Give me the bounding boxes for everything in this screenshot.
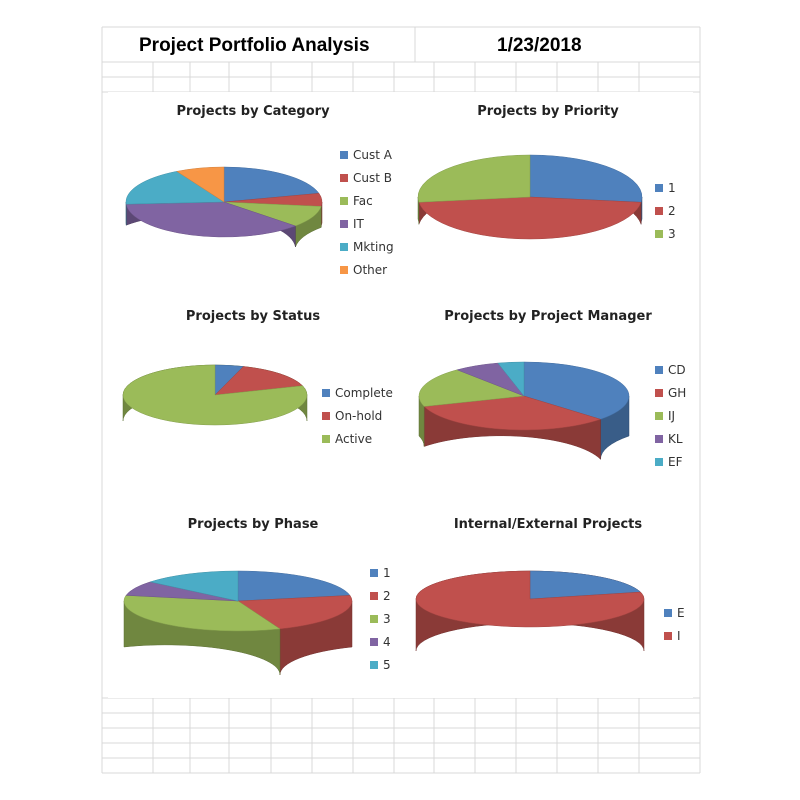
page-title: Project Portfolio Analysis xyxy=(139,35,370,56)
legend-swatch xyxy=(340,243,348,251)
legend-label: 1 xyxy=(383,566,391,580)
legend-label: 5 xyxy=(383,658,391,672)
legend-swatch xyxy=(655,184,663,192)
legend-swatch xyxy=(655,435,663,443)
chart-projects-by-project-manager[interactable]: Projects by Project Manager CD GH IJ KL EF xyxy=(403,297,693,497)
chart-panel: Projects by Category Cust A Cust B Fac IT Mk… xyxy=(108,92,693,698)
legend-label: Active xyxy=(335,432,373,446)
legend-swatch xyxy=(340,197,348,205)
legend-label: I xyxy=(677,629,681,643)
chart-title: Internal/External Projects xyxy=(453,517,643,532)
pie-slice[interactable] xyxy=(149,570,239,602)
chart-projects-by-status[interactable]: Projects by Status Complete On-hold Active xyxy=(108,297,398,497)
legend-swatch xyxy=(655,412,663,420)
pie-slice[interactable] xyxy=(122,364,308,426)
pie-slice[interactable] xyxy=(223,166,320,203)
legend-label: Mkting xyxy=(353,240,394,254)
pie-slice[interactable] xyxy=(237,595,353,630)
legend-label: GH xyxy=(668,386,687,400)
pie-slice[interactable] xyxy=(415,570,645,628)
legend-swatch xyxy=(370,638,378,646)
pie-slice[interactable] xyxy=(125,171,225,205)
chart-title: Projects by Phase xyxy=(187,517,319,532)
chart-title: Projects by Status xyxy=(185,309,321,324)
legend-label: EF xyxy=(668,455,683,469)
legend-swatch xyxy=(664,609,672,617)
legend-label: CD xyxy=(668,363,686,377)
legend-label: Complete xyxy=(335,386,393,400)
pie-slice[interactable] xyxy=(529,570,642,600)
legend-swatch xyxy=(370,569,378,577)
chart-projects-by-phase[interactable]: Projects by Phase 1 2 3 4 5 xyxy=(108,505,398,705)
pie-slice[interactable] xyxy=(417,154,531,203)
pie-slice[interactable] xyxy=(237,570,351,602)
legend-label: 4 xyxy=(383,635,391,649)
report-date: 1/23/2018 xyxy=(497,35,582,56)
pie-slice[interactable] xyxy=(497,361,525,397)
chart-projects-by-priority[interactable]: Projects by Priority 1 2 3 xyxy=(403,92,693,292)
legend-label: IT xyxy=(353,217,364,231)
legend-swatch xyxy=(655,230,663,238)
legend-swatch xyxy=(655,458,663,466)
legend-label: 3 xyxy=(668,227,676,241)
legend-swatch xyxy=(322,412,330,420)
legend-swatch xyxy=(370,615,378,623)
legend-swatch xyxy=(322,435,330,443)
chart-title: Projects by Project Manager xyxy=(444,309,652,324)
legend-label: Cust A xyxy=(353,148,392,162)
pie-slice[interactable] xyxy=(123,595,281,632)
pie-svg xyxy=(417,154,643,240)
pie-svg xyxy=(418,361,630,460)
chart-projects-by-category[interactable]: Projects by Category Cust A Cust B Fac IT Mk… xyxy=(108,92,398,292)
legend-swatch xyxy=(655,207,663,215)
pie-slice[interactable] xyxy=(423,395,602,431)
legend-label: Fac xyxy=(353,194,373,208)
legend-swatch xyxy=(340,220,348,228)
pie-slice[interactable] xyxy=(418,196,642,240)
legend-swatch xyxy=(340,174,348,182)
legend-label: 2 xyxy=(383,589,391,603)
legend-swatch xyxy=(664,632,672,640)
pie-slice[interactable] xyxy=(529,154,643,203)
legend-swatch xyxy=(340,266,348,274)
legend-label: KL xyxy=(668,432,683,446)
pie-svg xyxy=(122,364,308,426)
pie-slice[interactable] xyxy=(125,201,297,238)
legend-label: IJ xyxy=(668,409,676,423)
legend-label: Cust B xyxy=(353,171,392,185)
legend-swatch xyxy=(370,592,378,600)
pie-slice[interactable] xyxy=(176,166,225,203)
legend-swatch xyxy=(322,389,330,397)
chart-title: Projects by Category xyxy=(176,104,330,119)
legend-swatch xyxy=(370,661,378,669)
legend-label: 1 xyxy=(668,181,676,195)
legend-label: E xyxy=(677,606,685,620)
pie-svg xyxy=(123,570,353,675)
legend-label: Other xyxy=(353,263,388,277)
pie-slice[interactable] xyxy=(418,369,525,407)
chart-title: Projects by Priority xyxy=(477,104,619,119)
legend-label: On-hold xyxy=(335,409,383,423)
legend-label: 2 xyxy=(668,204,676,218)
legend-swatch xyxy=(655,366,663,374)
legend-swatch xyxy=(655,389,663,397)
pie-svg xyxy=(415,570,645,652)
pie-slice[interactable] xyxy=(523,361,630,420)
legend-label: 3 xyxy=(383,612,391,626)
legend-swatch xyxy=(340,151,348,159)
pie-svg xyxy=(125,166,323,248)
